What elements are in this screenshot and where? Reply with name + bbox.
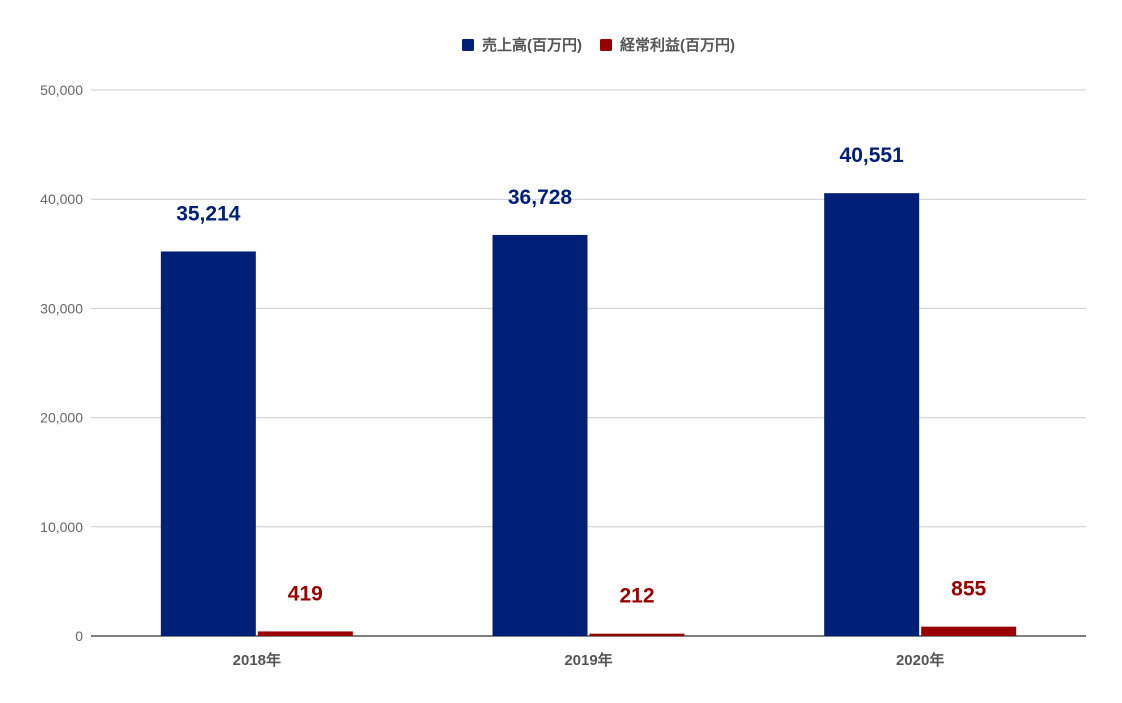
- legend-swatch: [600, 39, 612, 51]
- bar-sales-1: [492, 234, 588, 636]
- bar-sales-2: [824, 193, 920, 636]
- gridlines: [91, 89, 1086, 637]
- y-axis-ticks: 0 10,000 20,000 30,000 40,000 50,000: [40, 82, 83, 644]
- data-label-sales-2: 40,551: [840, 144, 905, 167]
- y-tick-label: 50,000: [40, 82, 83, 98]
- bar-ordinary-profit-0: [257, 631, 353, 636]
- legend-label: 経常利益(百万円): [620, 36, 735, 54]
- x-tick-label: 2018年: [233, 651, 281, 669]
- legend-item-ordinary-profit: 経常利益(百万円): [600, 36, 735, 54]
- y-tick-label: 30,000: [40, 300, 83, 316]
- legend: 売上高(百万円) 経常利益(百万円): [462, 36, 735, 54]
- y-tick-label: 20,000: [40, 410, 83, 426]
- data-labels: 35,214 419 36,728 212 40,551 855: [176, 144, 986, 608]
- x-axis-ticks: 2018年 2019年 2020年: [233, 651, 945, 669]
- legend-label: 売上高(百万円): [482, 36, 582, 54]
- bars: [160, 193, 1017, 636]
- y-tick-label: 10,000: [40, 519, 83, 535]
- data-label-ordinary-profit-1: 212: [619, 585, 654, 608]
- data-label-ordinary-profit-0: 419: [288, 582, 323, 605]
- y-tick-label: 40,000: [40, 191, 83, 207]
- data-label-sales-0: 35,214: [176, 202, 241, 225]
- x-tick-label: 2019年: [564, 651, 612, 669]
- legend-swatch: [462, 39, 474, 51]
- bar-ordinary-profit-1: [589, 633, 685, 636]
- bar-ordinary-profit-2: [921, 626, 1017, 636]
- x-tick-label: 2020年: [896, 651, 944, 669]
- data-label-ordinary-profit-2: 855: [951, 578, 986, 601]
- y-tick-label: 0: [75, 628, 83, 644]
- legend-item-sales: 売上高(百万円): [462, 36, 582, 54]
- bar-sales-0: [160, 251, 256, 636]
- data-label-sales-1: 36,728: [508, 186, 573, 209]
